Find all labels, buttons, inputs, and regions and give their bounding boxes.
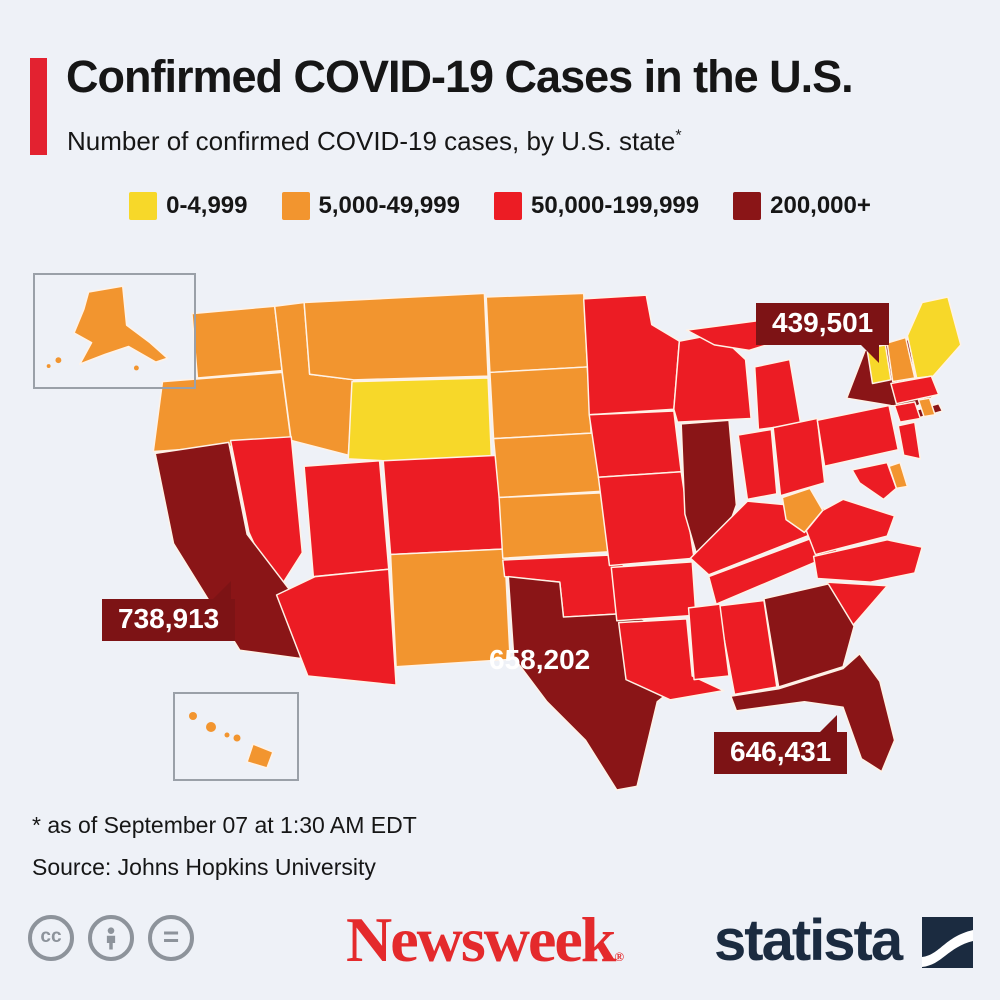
state-GA [763,583,855,688]
page-title: Confirmed COVID-19 Cases in the U.S. [66,51,854,102]
state-CT [893,401,922,423]
equals-icon-glyph: = [162,920,180,952]
callout-new-york: 439,501 [756,303,890,363]
cc-icon-letters: cc [40,926,62,947]
alaska-island-2 [46,364,51,368]
state-SD [489,366,592,440]
person-glyph [106,927,116,950]
state-MI-lower [754,358,802,431]
state-WA [191,305,283,379]
state-MN [582,294,681,416]
hawaii-map [189,712,274,769]
state-NC [812,539,923,583]
page-subtitle: Number of confirmed COVID-19 cases, by U… [67,126,682,157]
alaska-island-1 [55,357,62,364]
state-UT [303,459,390,578]
state-CO [382,454,506,556]
state-ND [485,292,589,374]
state-VA [805,498,896,556]
state-MS [687,603,730,681]
state-AK [73,285,169,365]
hawaii-island-5 [246,743,274,769]
legend-label-bucket-4: 200,000+ [770,192,871,219]
state-AL [717,599,778,696]
legend-swatch-yellow [129,192,158,220]
state-NH [886,336,916,383]
state-MD [851,461,898,501]
alaska-island-3 [133,365,139,371]
hawaii-island-2 [206,722,216,732]
hawaii-inset [173,692,299,781]
legend-item-bucket-4: 200,000+ [733,192,871,220]
legend-item-bucket-3: 50,000-199,999 [493,192,700,220]
state-AR [610,561,697,622]
state-NJ [897,421,922,460]
state-IA [588,410,682,479]
state-NM [389,548,511,668]
registered-mark: ® [614,949,625,964]
legend-label-bucket-3: 50,000-199,999 [530,192,700,219]
state-NV [229,436,304,594]
legend-swatch-orange [281,192,310,220]
cc-icon: cc [28,915,74,961]
equals-icon: = [148,915,194,961]
footnote: * as of September 07 at 1:30 AM EDT [32,812,417,838]
alaska-inset [33,273,196,389]
legend: 0-4,999 5,000-49,999 50,000-199,999 200,… [0,192,1000,220]
statista-logo-mark [922,917,973,968]
newsweek-logo: Newsweek® [346,908,624,972]
state-PA [816,404,899,467]
state-WY [347,377,493,467]
callout-florida: 646,431 [714,715,848,774]
alaska-map [46,285,169,371]
statista-logo-text: statista [714,908,903,973]
state-RI [917,397,936,418]
state-MO [597,471,695,567]
legend-label-bucket-2: 5,000-49,999 [318,192,460,219]
subtitle-footnote-marker: * [675,127,682,145]
newsweek-logo-text: Newsweek [346,904,616,975]
hawaii-island-3 [224,732,230,738]
state-FL [730,653,896,773]
source-line: Source: Johns Hopkins University [32,854,376,880]
legend-item-bucket-2: 5,000-49,999 [281,192,460,220]
legend-swatch-darkred [733,192,762,220]
state-ME [906,296,962,379]
state-MT [303,292,489,381]
attribution-person-icon [88,915,134,961]
state-OH [772,417,826,497]
callout-california: 738,913 [102,581,236,641]
contiguous-us-map [152,292,962,791]
legend-item-bucket-1: 0-4,999 [129,192,248,220]
state-IN [737,428,778,501]
legend-label-bucket-1: 0-4,999 [166,192,248,219]
legend-swatch-red [493,192,522,220]
page-subtitle-text: Number of confirmed COVID-19 cases, by U… [67,126,676,156]
hawaii-island-4 [233,734,241,742]
state-AZ [275,568,397,686]
creative-commons-icons: cc = [28,915,194,961]
label-texas: 658,202 [489,644,591,675]
state-MI-upper [685,320,780,352]
state-MA [890,375,940,405]
hawaii-island-1 [189,712,197,720]
title-accent-bar [30,58,47,155]
